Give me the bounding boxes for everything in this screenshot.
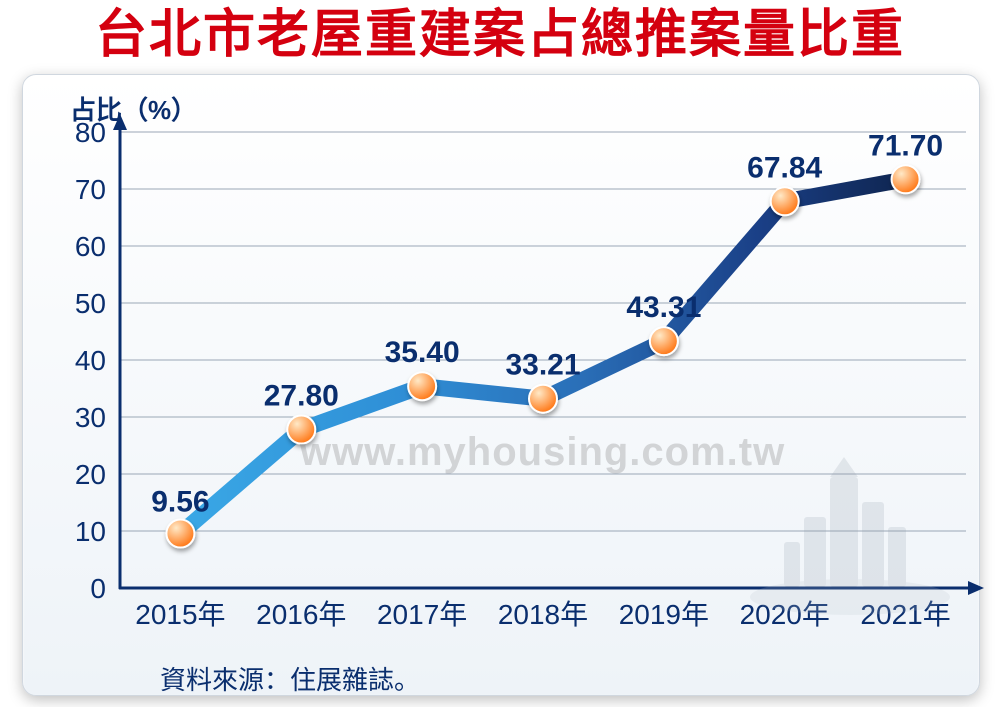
background-illustration [740,447,960,617]
x-tick-label: 2015年 [135,599,225,630]
value-label: 35.40 [385,336,460,369]
x-tick-label: 2017年 [377,599,467,630]
value-label: 33.21 [505,349,580,382]
value-label: 43.31 [626,291,701,324]
page-root: 台北市老屋重建案占總推案量比重 占比（%） 010203040506070802… [0,0,1000,707]
y-tick-label: 50 [75,288,106,319]
data-marker [529,385,557,413]
value-label: 27.80 [264,380,339,413]
y-tick-label: 80 [75,117,106,148]
y-tick-label: 40 [75,345,106,376]
x-tick-label: 2019年 [619,599,709,630]
y-tick-label: 70 [75,174,106,205]
value-label: 71.70 [868,129,943,162]
data-marker [408,372,436,400]
value-label: 67.84 [747,151,822,184]
y-tick-label: 30 [75,402,106,433]
y-tick-label: 20 [75,459,106,490]
data-source-note: 資料來源：住展雜誌。 [160,660,420,697]
y-tick-label: 60 [75,231,106,262]
data-marker [892,165,920,193]
value-label: 9.56 [151,486,209,519]
watermark-text: www.myhousing.com.tw [300,430,785,475]
x-tick-label: 2018年 [498,599,588,630]
x-tick-label: 2016年 [256,599,346,630]
data-marker [650,327,678,355]
y-tick-label: 0 [90,573,106,604]
data-marker [166,520,194,548]
data-marker [771,187,799,215]
y-tick-label: 10 [75,516,106,547]
